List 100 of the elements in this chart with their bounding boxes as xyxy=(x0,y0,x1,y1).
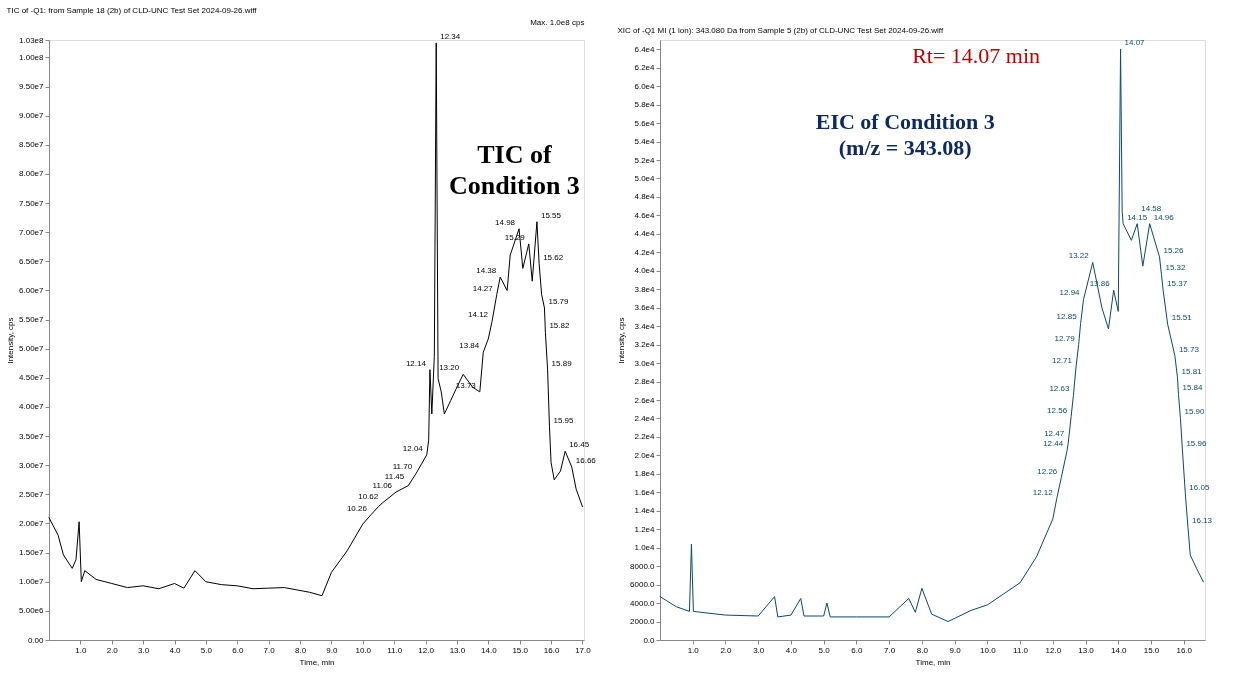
y-tick-label: 2.50e7 xyxy=(19,489,45,499)
chart-title: XIC of -Q1 MI (1 ion): 343.080 Da from Sample 5 (2b) of CLD-UNC Test Set 2024-09-26.wiff xyxy=(617,26,944,36)
annotation: 15.82 xyxy=(549,321,570,331)
y-tick-label: 6.4e4 xyxy=(634,44,656,54)
y-tick-label: 2000.0 xyxy=(630,617,656,627)
annotation: 11.70 xyxy=(392,462,413,472)
x-tick-label: 5.0 xyxy=(200,645,213,655)
annotation: 11.45 xyxy=(384,471,405,481)
annotation: 15.95 xyxy=(553,415,575,425)
annotation: 12.26 xyxy=(1037,466,1058,476)
y-tick-label: 5.2e4 xyxy=(634,155,656,165)
y-tick-label: 4.50e7 xyxy=(19,373,45,383)
annotation: 15.55 xyxy=(540,210,562,220)
y-tick-label: 1.2e4 xyxy=(634,524,656,534)
x-tick-label: 11.0 xyxy=(1013,645,1029,655)
annotation: 12.12 xyxy=(1032,487,1054,497)
y-axis-title: Intensity, cps xyxy=(6,317,16,364)
x-tick-label: 15.0 xyxy=(512,645,529,655)
annotation: 14.07 xyxy=(1124,38,1146,48)
annotation: 13.20 xyxy=(439,363,460,373)
annotation: 12.47 xyxy=(1044,429,1065,439)
annotation: 12.04 xyxy=(402,443,424,453)
x-tick-label: 12.0 xyxy=(1045,645,1062,655)
annotation: 12.79 xyxy=(1054,333,1076,343)
y-tick-label: 2.00e7 xyxy=(19,519,45,528)
y-tick-label: 1.0e4 xyxy=(634,543,656,553)
y-tick-label: 3.50e7 xyxy=(19,431,45,441)
y-tick-label: 3.00e7 xyxy=(19,460,45,470)
x-tick-label: 4.0 xyxy=(785,645,798,655)
y-tick-label: 3.8e4 xyxy=(634,284,656,294)
annotation: 14.98 xyxy=(495,217,516,227)
annotation: 15.79 xyxy=(548,296,570,306)
annotation: 15.26 xyxy=(1163,245,1185,255)
x-tick-label: 7.0 xyxy=(263,645,276,655)
y-tick-label: 5.4e4 xyxy=(634,137,656,147)
y-tick-label: 1.4e4 xyxy=(634,506,656,516)
x-tick-label: 1.0 xyxy=(687,645,700,655)
x-tick-label: 2.0 xyxy=(720,645,733,655)
annotation: 12.85 xyxy=(1056,312,1078,322)
x-tick-label: 3.0 xyxy=(138,645,150,655)
y-tick-label: 5.50e7 xyxy=(19,315,45,325)
annotation: 12.63 xyxy=(1049,384,1070,394)
annotation: 15.32 xyxy=(1165,263,1187,273)
y-tick-label: 0.00 xyxy=(27,635,45,645)
x-axis-title: Time, min xyxy=(299,657,335,667)
annotation: 14.96 xyxy=(1153,212,1175,222)
x-tick-label: 4.0 xyxy=(169,645,182,655)
annotation: 16.05 xyxy=(1189,483,1210,493)
annotation: 13.86 xyxy=(1089,279,1111,289)
x-tick-label: 2.0 xyxy=(106,645,119,655)
annotation: 15.90 xyxy=(1184,407,1206,417)
annotation: 15.89 xyxy=(551,358,573,368)
annotation: 14.58 xyxy=(1141,203,1162,213)
y-tick-label: 3.0e4 xyxy=(634,358,656,368)
x-tick-label: 13.0 xyxy=(449,645,466,655)
x-tick-label: 1.0 xyxy=(75,645,87,655)
annotation: 15.51 xyxy=(1171,313,1193,323)
annotation: 15.37 xyxy=(1167,279,1188,289)
x-tick-label: 5.0 xyxy=(818,645,831,655)
annotation: 16.66 xyxy=(575,455,597,465)
y-tick-label: 4.0e4 xyxy=(634,266,656,276)
y-tick-label: 2.0e4 xyxy=(634,450,656,460)
annotation: 12.44 xyxy=(1043,438,1064,448)
annotation: 10.62 xyxy=(358,492,379,502)
y-tick-label: 5.6e4 xyxy=(634,118,656,128)
y-tick-label: 4.4e4 xyxy=(634,229,656,239)
y-tick-label: 7.00e7 xyxy=(19,227,45,237)
y-tick-label: 4.6e4 xyxy=(634,210,656,220)
x-tick-label: 3.0 xyxy=(753,645,765,655)
annotation: EIC of Condition 3 (m/z = 343.08) xyxy=(815,109,995,161)
text: Max. 1.0e8 cps xyxy=(530,18,585,27)
x-tick-label: 8.0 xyxy=(294,645,307,655)
y-tick-label: 6000.0 xyxy=(630,580,656,590)
annotation: 12.71 xyxy=(1052,355,1073,365)
annotation: 14.12 xyxy=(468,310,489,320)
x-tick-label: 6.0 xyxy=(851,645,864,655)
y-tick-label: 5.0e4 xyxy=(634,173,656,183)
y-tick-label: 6.50e7 xyxy=(19,256,45,266)
x-tick-label: 11.0 xyxy=(387,645,403,655)
chart-title: TIC of -Q1: from Sample 18 (2b) of CLD-UNC Test Set 2024-09-26.wiff xyxy=(6,6,258,15)
y-tick-label: 4.2e4 xyxy=(634,247,656,257)
y-tick-label: 3.6e4 xyxy=(634,303,656,313)
y-tick-label: 8.00e7 xyxy=(19,169,45,179)
x-tick-label: 14.0 xyxy=(481,645,498,655)
annotation: 15.81 xyxy=(1181,366,1203,376)
annotation: 15.84 xyxy=(1182,383,1204,393)
annotation: TIC of Condition 3 xyxy=(449,140,580,201)
annotation: 12.94 xyxy=(1059,288,1081,298)
y-tick-label: 5.00e6 xyxy=(19,606,45,616)
x-tick-label: 12.0 xyxy=(418,645,435,655)
annotation: 12.34 xyxy=(440,31,461,41)
annotation: 16.13 xyxy=(1191,516,1213,526)
annotation: 12.56 xyxy=(1047,405,1068,415)
x-tick-label: 16.0 xyxy=(1176,645,1193,655)
y-tick-label: 5.8e4 xyxy=(634,100,656,110)
y-axis-title: Intensity, cps xyxy=(617,317,627,364)
x-tick-label: 14.0 xyxy=(1110,645,1128,655)
annotation: Rt= 14.07 min xyxy=(912,43,1041,68)
y-tick-label: 0.0 xyxy=(643,635,656,645)
y-tick-label: 9.00e7 xyxy=(19,111,45,121)
